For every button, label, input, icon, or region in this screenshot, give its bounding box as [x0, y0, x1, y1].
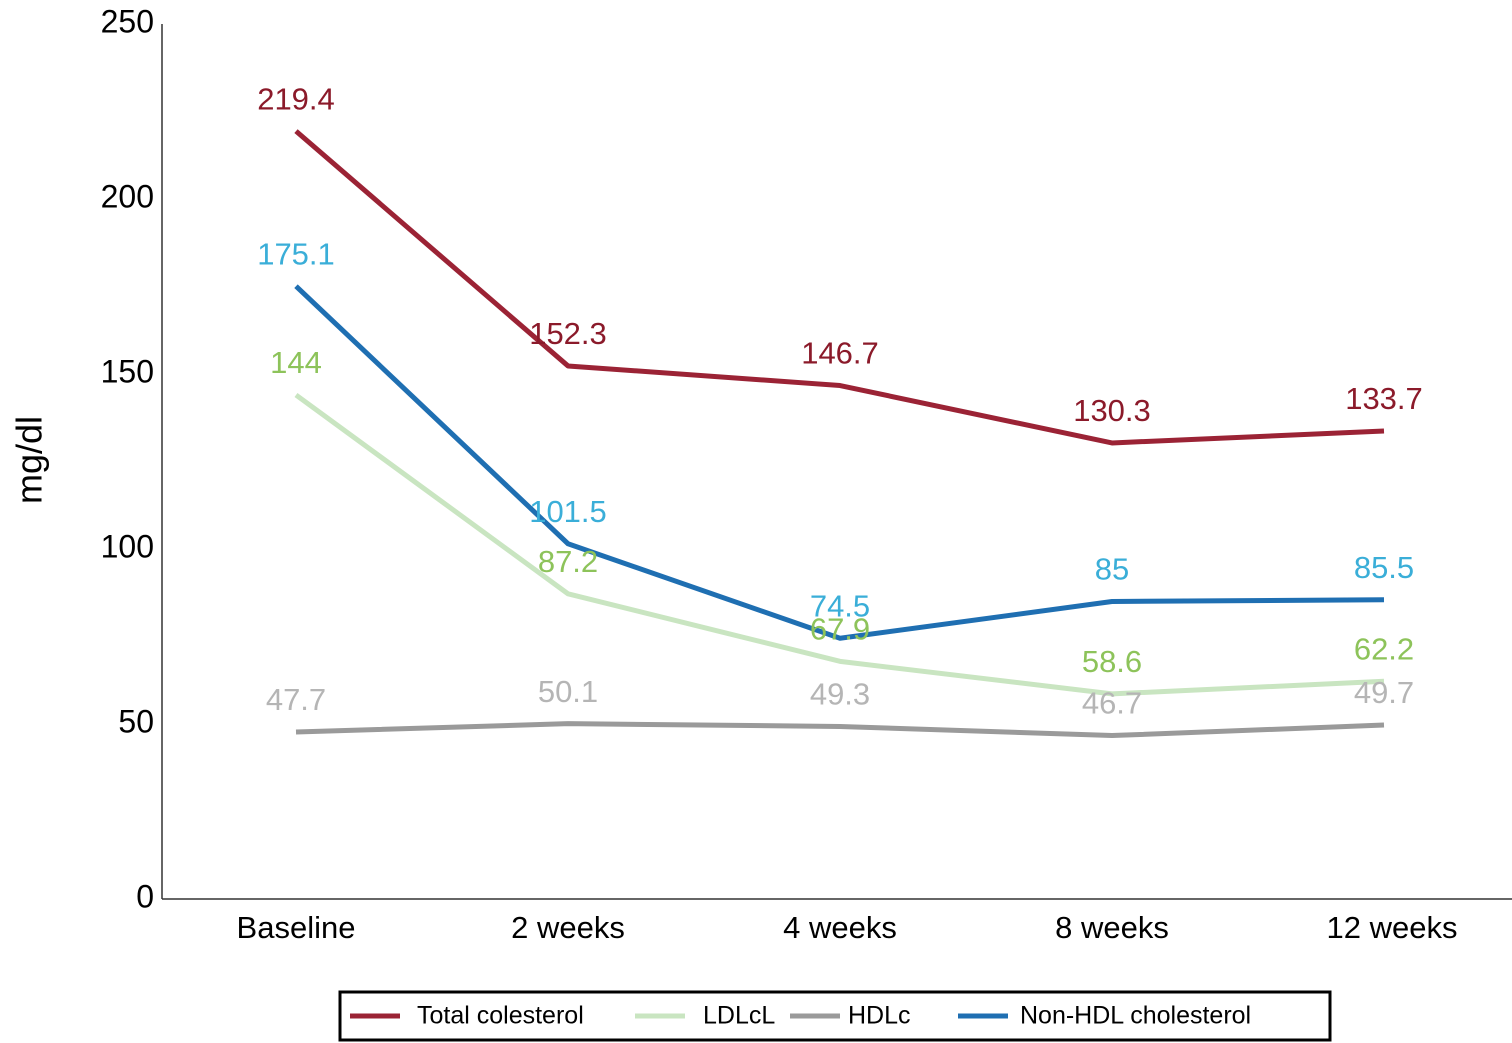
data-label: 46.7: [1082, 686, 1142, 721]
legend-box: [338, 990, 1332, 1042]
data-label: 50.1: [538, 674, 598, 709]
y-axis-label: mg/dl: [9, 416, 50, 504]
series-line: [295, 721, 1385, 739]
data-label: 49.3: [810, 677, 870, 712]
data-label: 219.4: [257, 81, 335, 116]
legend-label: HDLc: [848, 1002, 911, 1030]
data-label: 175.1: [257, 236, 335, 271]
data-label: 133.7: [1345, 381, 1423, 416]
x-tick-label: 2 weeks: [511, 910, 625, 945]
data-label: 49.7: [1354, 675, 1414, 710]
data-label: 146.7: [801, 336, 879, 371]
data-label: 62.2: [1354, 631, 1414, 666]
series-line: [294, 392, 1385, 697]
x-tick-label: 8 weeks: [1055, 910, 1169, 945]
x-tick-label: 4 weeks: [783, 910, 897, 945]
data-label: 47.7: [266, 682, 326, 717]
y-tick-label: 100: [101, 528, 154, 564]
y-tick-label: 150: [101, 353, 154, 389]
y-tick-label: 200: [101, 178, 154, 214]
data-label: 152.3: [529, 316, 607, 351]
series-line: [294, 284, 1385, 641]
data-label: 85.5: [1354, 550, 1414, 585]
legend-label: Total colesterol: [417, 1002, 584, 1030]
x-tick-label: Baseline: [237, 910, 356, 945]
data-label: 74.5: [810, 588, 870, 623]
legend-label: Non-HDL cholesterol: [1020, 1002, 1251, 1030]
data-label: 87.2: [538, 544, 598, 579]
data-label: 58.6: [1082, 644, 1142, 679]
data-label: 85: [1095, 552, 1129, 587]
y-tick-label: 50: [118, 703, 154, 739]
y-tick-label: 0: [136, 878, 154, 914]
legend-label: LDLcL: [703, 1002, 775, 1030]
x-tick-label: 12 weeks: [1327, 910, 1458, 945]
data-label: 101.5: [529, 494, 607, 529]
y-tick-label: 250: [101, 3, 154, 39]
data-label: 67.9: [810, 612, 870, 647]
data-label: 130.3: [1073, 393, 1151, 428]
series-line: [294, 129, 1385, 446]
data-label: 144: [270, 345, 322, 380]
